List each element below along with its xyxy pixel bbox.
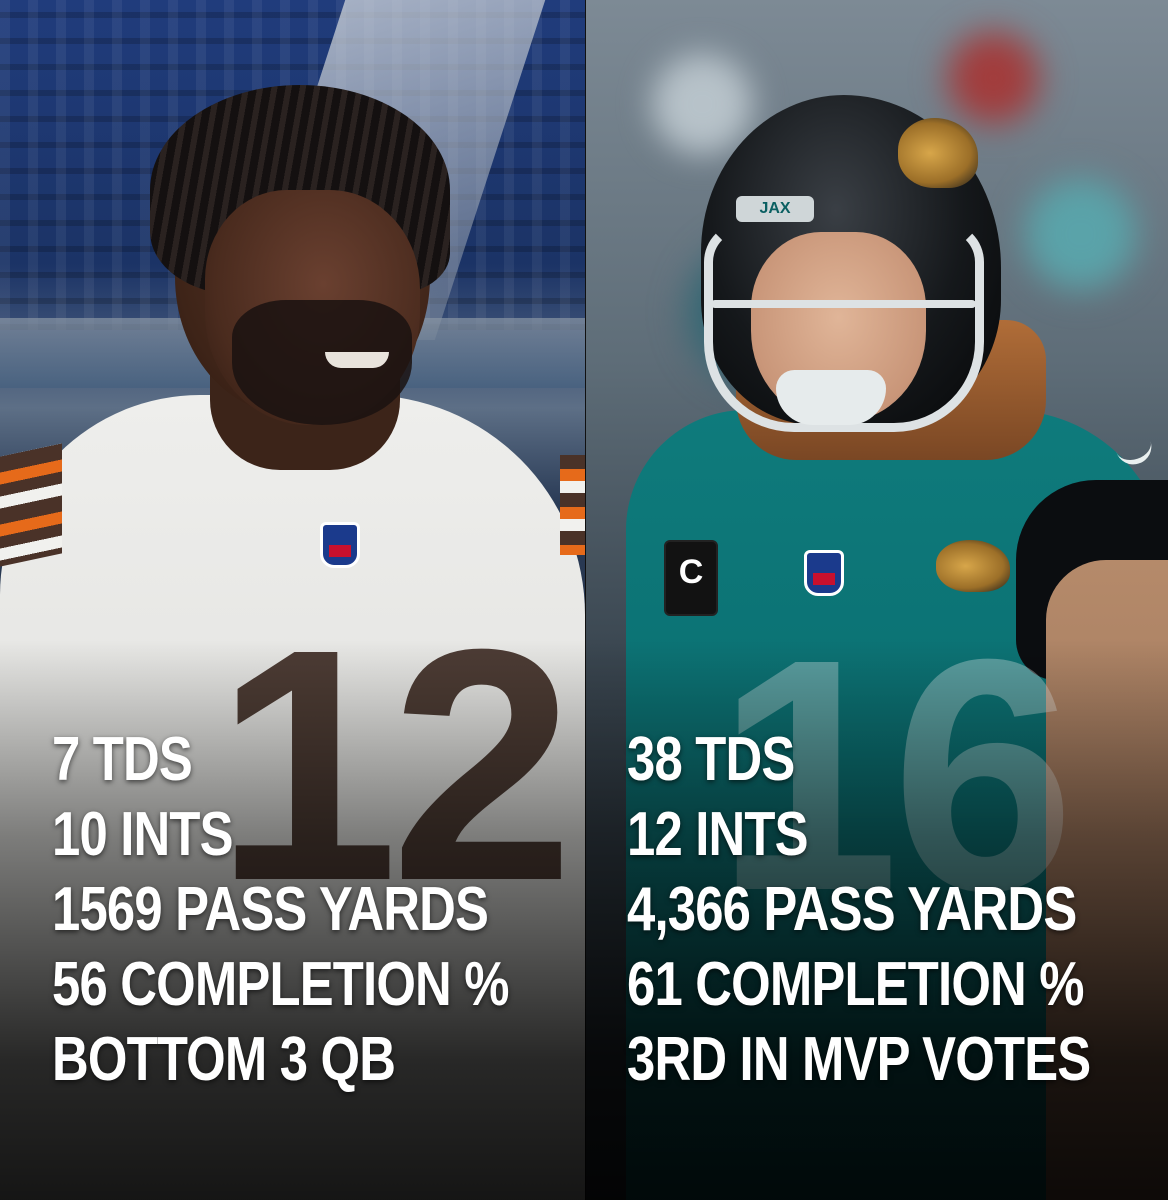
- stat-pass-yards: 1569 PASS YARDS: [52, 875, 489, 944]
- stat-ranking: BOTTOM 3 QB: [52, 1025, 396, 1094]
- left-player-stats: 7 TDS 10 INTS 1569 PASS YARDS 56 COMPLET…: [52, 722, 509, 1097]
- face-mask: [704, 222, 984, 432]
- sleeve-stripes-right: [560, 455, 585, 555]
- helmet-bumper-text: JAX: [736, 196, 814, 222]
- jaguar-chest-logo-icon: [936, 540, 1010, 592]
- face-mask-bar: [711, 300, 976, 308]
- text-shade-overlay: [0, 640, 1168, 1200]
- sleeve-stripes-left: [0, 443, 62, 567]
- stat-pass-yards: 4,366 PASS YARDS: [627, 875, 1077, 944]
- jaguar-helmet-logo-icon: [898, 118, 978, 188]
- player-smile: [325, 352, 389, 368]
- stat-interceptions: 12 INTS: [627, 800, 809, 869]
- stat-completion-pct: 61 COMPLETION %: [627, 950, 1084, 1019]
- stat-interceptions: 10 INTS: [52, 800, 234, 869]
- stat-mvp-votes: 3RD IN MVP VOTES: [627, 1025, 1091, 1094]
- nfl-shield-icon: [804, 550, 844, 596]
- nfl-shield-icon: [320, 522, 360, 568]
- chin-strap: [776, 370, 886, 425]
- right-player-stats: 38 TDS 12 INTS 4,366 PASS YARDS 61 COMPL…: [627, 722, 1091, 1097]
- panel-divider: [585, 0, 586, 1200]
- captain-patch: C: [664, 540, 718, 616]
- stat-completion-pct: 56 COMPLETION %: [52, 950, 509, 1019]
- stat-touchdowns: 7 TDS: [52, 725, 193, 794]
- stat-touchdowns: 38 TDS: [627, 725, 795, 794]
